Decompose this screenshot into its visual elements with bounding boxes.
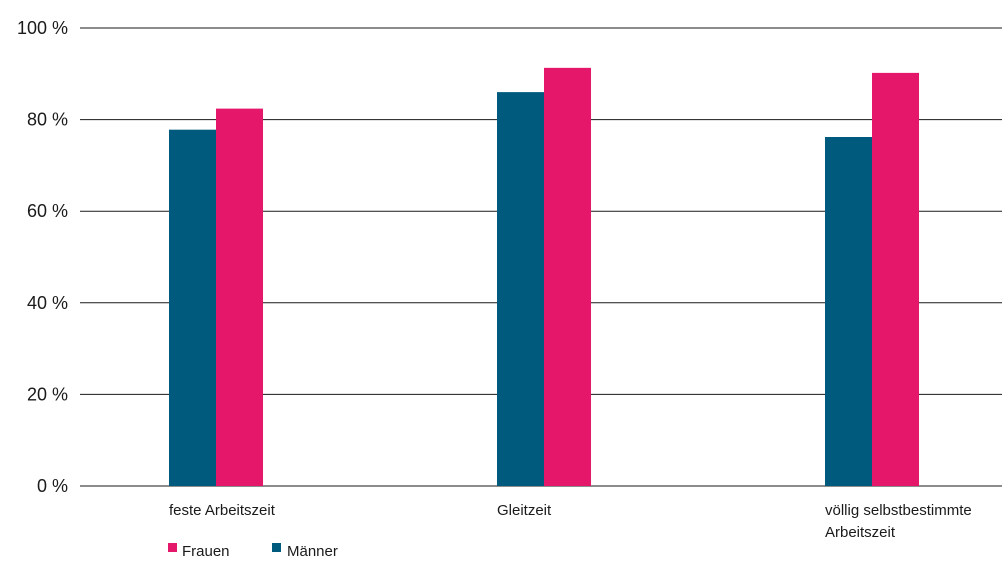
x-category-label-line: feste Arbeitszeit xyxy=(169,502,276,519)
x-category-label: völlig selbstbestimmte Arbeitszeit xyxy=(825,502,972,541)
x-axis-category-labels: feste Arbeitszeit Gleitzeit völlig selbstb… xyxy=(169,502,972,541)
bar-maenner-1 xyxy=(497,92,544,487)
y-tick-label: 100 % xyxy=(17,18,68,38)
x-category-label-line: Arbeitszeit xyxy=(825,524,896,541)
bar-frauen-2 xyxy=(872,72,919,486)
y-tick-label: 80 % xyxy=(27,110,68,130)
y-tick-label: 60 % xyxy=(27,201,68,221)
legend-swatch xyxy=(168,543,177,552)
x-category-label: Gleitzeit xyxy=(497,502,552,519)
bar-maenner-2 xyxy=(825,137,872,486)
x-category-label: feste Arbeitszeit xyxy=(169,502,276,519)
bars xyxy=(169,67,919,487)
y-tick-label: 20 % xyxy=(27,384,68,404)
legend-label: Frauen xyxy=(182,543,230,560)
legend-swatch xyxy=(272,543,281,552)
bar-frauen-1 xyxy=(544,67,591,486)
bar-frauen-0 xyxy=(216,108,263,486)
x-category-label-line: völlig selbstbestimmte xyxy=(825,502,972,519)
legend-label: Männer xyxy=(287,543,338,560)
x-category-label-line: Gleitzeit xyxy=(497,502,552,519)
legend: Frauen Männer xyxy=(168,543,338,560)
y-axis-tick-labels: 0 % 20 % 40 % 60 % 80 % 100 % xyxy=(17,18,68,496)
y-tick-label: 40 % xyxy=(27,293,68,313)
y-tick-label: 0 % xyxy=(37,476,68,496)
bar-maenner-0 xyxy=(169,129,216,486)
